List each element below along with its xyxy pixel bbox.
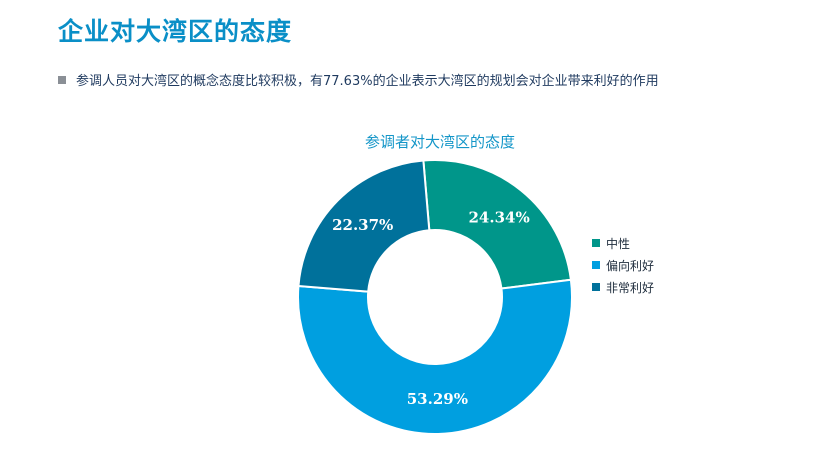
legend-swatch-very-favorable — [592, 283, 600, 291]
legend-label-neutral: 中性 — [606, 236, 631, 251]
legend-item-favorable: 偏向利好 — [592, 254, 654, 276]
donut-slice-very-favorable — [297, 159, 431, 293]
bullet-square-icon — [58, 75, 66, 84]
legend-label-favorable: 偏向利好 — [606, 258, 655, 273]
legend-swatch-favorable — [592, 261, 600, 269]
chart-legend: 中性 偏向利好 非常利好 — [592, 232, 654, 298]
summary-text: 参调人员对大湾区的概念态度比较积极，有77.63%的企业表示大湾区的规划会对企业… — [76, 74, 659, 89]
data-label-favorable: 53.29% — [407, 390, 468, 408]
page-title: 企业对大湾区的态度 — [58, 17, 293, 46]
legend-item-neutral: 中性 — [592, 232, 654, 254]
chart-title: 参调者对大湾区的态度 — [364, 133, 515, 151]
donut-slice-favorable — [297, 278, 573, 435]
donut-slice-neutral — [422, 159, 573, 290]
data-label-neutral: 24.34% — [468, 209, 529, 227]
data-label-very-favorable: 22.37% — [332, 216, 393, 234]
summary-bullet: 参调人员对大湾区的概念态度比较积极，有77.63%的企业表示大湾区的规划会对企业… — [58, 70, 659, 89]
legend-label-very-favorable: 非常利好 — [606, 280, 655, 295]
legend-swatch-neutral — [592, 239, 600, 247]
legend-item-very-favorable: 非常利好 — [592, 276, 654, 298]
